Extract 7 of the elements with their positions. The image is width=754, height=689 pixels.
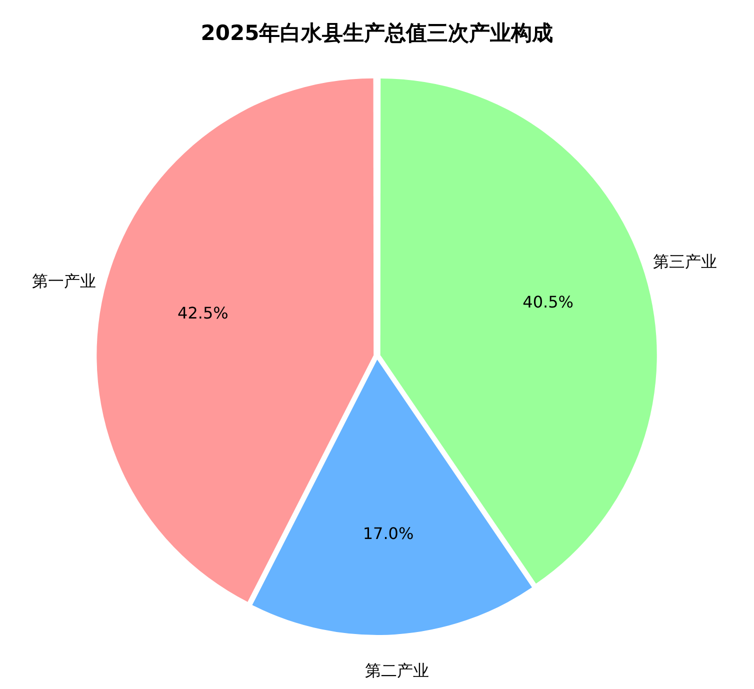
chart-title: 2025年白水县生产总值三次产业构成 xyxy=(200,21,554,46)
data-label: 40.5% xyxy=(522,292,574,312)
data-label: 42.5% xyxy=(178,303,228,322)
slice-label: 第三产业 xyxy=(652,252,717,272)
slice-label: 第一产业 xyxy=(32,271,96,290)
data-label: 17.0% xyxy=(362,524,414,543)
slice-label: 第二产业 xyxy=(365,661,430,680)
